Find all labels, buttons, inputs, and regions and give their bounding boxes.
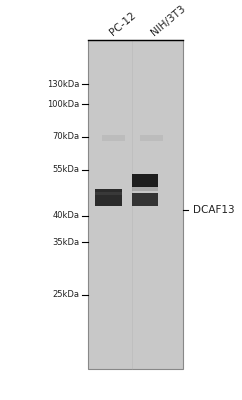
Text: 130kDa: 130kDa xyxy=(47,80,80,89)
Text: 55kDa: 55kDa xyxy=(53,165,80,174)
Text: 25kDa: 25kDa xyxy=(53,290,80,299)
Text: PC-12: PC-12 xyxy=(108,11,138,38)
Bar xyxy=(95,192,121,195)
Bar xyxy=(95,189,121,206)
Bar xyxy=(140,135,163,141)
Text: 40kDa: 40kDa xyxy=(53,211,80,220)
Text: 70kDa: 70kDa xyxy=(53,132,80,141)
Text: 35kDa: 35kDa xyxy=(53,238,80,247)
Text: NIH/3T3: NIH/3T3 xyxy=(150,4,188,38)
Bar xyxy=(132,186,159,191)
Text: DCAF13: DCAF13 xyxy=(193,205,234,215)
Text: 100kDa: 100kDa xyxy=(47,100,80,108)
Bar xyxy=(132,174,159,187)
Bar xyxy=(132,192,159,206)
Bar xyxy=(102,135,125,141)
Bar xyxy=(88,40,183,369)
